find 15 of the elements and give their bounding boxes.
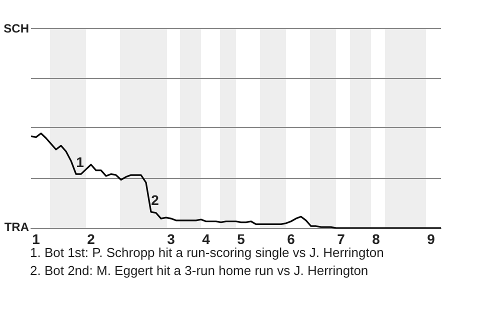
text: TRA [4, 220, 30, 234]
x-tick-label: 3 [167, 231, 176, 247]
x-tick-label: 4 [202, 231, 210, 247]
x-tick-label: 2 [87, 231, 96, 247]
annotation: 1 [76, 154, 84, 170]
x-tick-label: 8 [372, 231, 380, 247]
text: 2. Bot 2nd: M. Eggert hit a 3-run home run vs J. Herrington [30, 263, 368, 278]
x-tick-label: 7 [337, 231, 346, 247]
x-tick-label: 5 [237, 231, 246, 247]
x-tick-label: 6 [287, 231, 296, 247]
ref-line-label: SCH [4, 21, 29, 36]
text: 1. Bot 1st: P. Schropp hit a run-scoring single vs J. Herrington [30, 245, 384, 260]
x-tick-label: 1 [32, 231, 40, 247]
x-tick-label: 9 [427, 231, 436, 247]
annotation: 2 [151, 192, 160, 208]
